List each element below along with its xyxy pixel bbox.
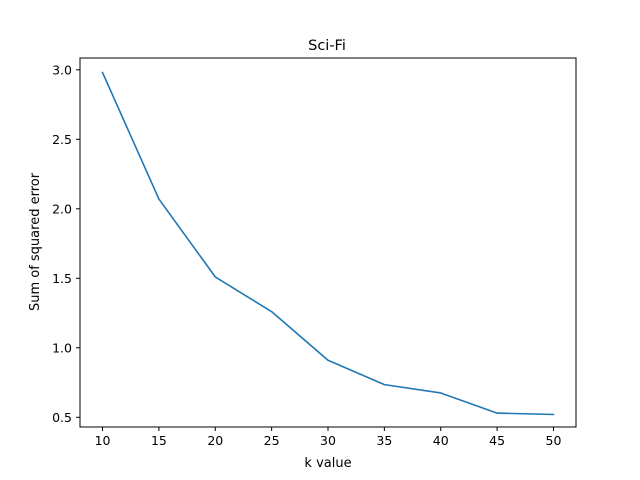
data-point xyxy=(327,359,329,361)
y-tick-label: 2.0 xyxy=(52,201,72,216)
data-point xyxy=(271,311,273,313)
x-tick-label: 30 xyxy=(320,433,336,448)
x-tick-label: 25 xyxy=(264,433,280,448)
x-tick-label: 35 xyxy=(376,433,392,448)
y-tick-label: 3.0 xyxy=(52,62,72,77)
data-point xyxy=(553,414,555,416)
data-point xyxy=(214,276,216,278)
y-tick-label: 0.5 xyxy=(52,410,72,425)
x-tick-label: 10 xyxy=(95,433,111,448)
data-point xyxy=(384,384,386,386)
data-point xyxy=(158,198,160,200)
series-layer xyxy=(101,71,555,416)
data-point xyxy=(440,392,442,394)
y-tick-label: 2.5 xyxy=(52,132,72,147)
x-tick-label: 15 xyxy=(151,433,167,448)
data-point xyxy=(496,412,498,414)
x-tick-label: 20 xyxy=(207,433,223,448)
data-point xyxy=(102,72,104,74)
y-tick-label: 1.5 xyxy=(52,271,72,286)
axis-ticks: 10 15 20 25 30 35 40 45 50 0.5 1.0 1.5 2.0 2.5 3.0 xyxy=(52,62,561,448)
y-tick-label: 1.0 xyxy=(52,340,72,355)
chart-title: Sci-Fi xyxy=(308,38,346,54)
series-line xyxy=(101,71,555,416)
x-tick-label: 45 xyxy=(489,433,505,448)
plot-area-frame xyxy=(79,57,577,428)
x-axis-label: k value xyxy=(304,456,351,471)
y-axis-label: Sum of squared error xyxy=(28,172,43,311)
x-tick-label: 50 xyxy=(546,433,562,448)
x-tick-label: 40 xyxy=(433,433,449,448)
